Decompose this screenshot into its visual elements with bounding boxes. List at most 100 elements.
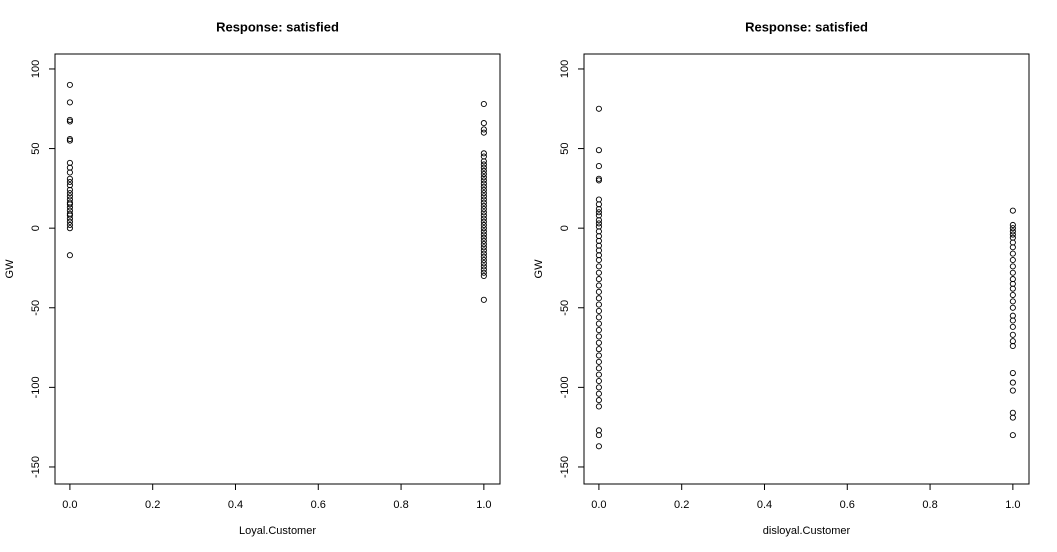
- point: [595, 206, 602, 213]
- point: [595, 307, 602, 314]
- point: [480, 231, 487, 238]
- point: [1009, 225, 1016, 232]
- point: [595, 403, 602, 410]
- point: [1009, 250, 1016, 257]
- point: [480, 209, 487, 216]
- point: [480, 253, 487, 260]
- chart-title: Response: satisfied: [216, 19, 339, 34]
- y-axis-label: GW: [533, 259, 545, 279]
- point: [480, 150, 487, 157]
- point: [480, 234, 487, 241]
- point: [480, 199, 487, 206]
- point: [595, 177, 602, 184]
- point: [1009, 387, 1016, 394]
- point: [480, 228, 487, 235]
- point: [66, 204, 73, 211]
- point: [66, 186, 73, 194]
- point: [595, 432, 602, 439]
- point: [1009, 263, 1016, 270]
- point: [595, 256, 602, 264]
- x-tick-label: 0.6: [840, 499, 855, 511]
- y-tick-label: -150: [30, 456, 42, 478]
- point: [1009, 285, 1016, 292]
- point: [480, 100, 487, 108]
- point: [1009, 379, 1016, 386]
- point: [595, 443, 602, 450]
- point: [480, 161, 487, 168]
- point: [595, 282, 602, 289]
- point: [595, 314, 602, 321]
- point: [595, 320, 602, 327]
- x-tick-label: 1.0: [476, 499, 491, 511]
- x-axis-label: Loyal.Customer: [239, 525, 316, 537]
- point: [66, 215, 73, 222]
- point: [1009, 298, 1016, 305]
- point: [66, 212, 73, 219]
- point: [66, 118, 73, 125]
- point: [66, 218, 73, 225]
- point: [480, 218, 487, 225]
- point: [480, 193, 487, 200]
- point: [480, 196, 487, 203]
- x-tick-label: 0.6: [311, 499, 326, 511]
- point: [66, 190, 73, 197]
- point: [480, 202, 487, 209]
- point: [595, 397, 602, 404]
- x-tick-label: 0.2: [674, 499, 689, 511]
- point: [480, 247, 487, 254]
- point: [595, 217, 602, 224]
- point: [1009, 221, 1016, 229]
- point: [595, 377, 602, 385]
- point: [480, 260, 487, 267]
- point: [480, 250, 487, 257]
- point: [595, 333, 602, 340]
- point: [595, 371, 602, 378]
- x-tick-label: 1.0: [1005, 499, 1020, 511]
- point: [480, 180, 487, 187]
- point: [595, 269, 602, 276]
- y-tick-label: -150: [559, 456, 571, 478]
- point: [595, 105, 602, 112]
- point: [595, 163, 602, 170]
- point: [1009, 323, 1016, 330]
- point: [480, 177, 487, 184]
- point: [1009, 414, 1016, 421]
- point: [480, 244, 487, 251]
- point: [1009, 304, 1016, 311]
- point: [1009, 256, 1016, 264]
- point: [1009, 244, 1016, 251]
- point: [595, 263, 602, 270]
- point: [595, 390, 602, 397]
- point: [480, 158, 487, 165]
- point: [1009, 432, 1016, 439]
- point: [480, 212, 487, 219]
- point: [480, 174, 487, 181]
- point: [480, 206, 487, 213]
- x-tick-label: 0.8: [922, 499, 937, 511]
- y-tick-label: 100: [559, 60, 571, 78]
- point: [595, 352, 602, 359]
- x-tick-label: 0.4: [757, 499, 772, 511]
- point: [595, 295, 602, 302]
- y-axis-label: GW: [4, 259, 16, 279]
- point: [480, 237, 487, 244]
- point: [66, 81, 73, 88]
- point: [595, 358, 602, 365]
- point: [1009, 231, 1016, 238]
- y-tick-label: 100: [30, 60, 42, 78]
- point: [480, 170, 487, 178]
- point: [66, 137, 73, 144]
- point: [1009, 291, 1016, 299]
- x-tick-label: 0.2: [145, 499, 160, 511]
- point: [480, 263, 487, 270]
- y-tick-label: 50: [30, 142, 42, 154]
- point: [66, 252, 73, 259]
- y-tick-label: 0: [559, 225, 571, 231]
- point: [1009, 207, 1016, 214]
- point: [1009, 228, 1016, 235]
- x-tick-label: 0.0: [591, 499, 606, 511]
- point: [66, 169, 73, 176]
- point: [1009, 369, 1016, 377]
- point: [480, 167, 487, 174]
- y-tick-label: 50: [559, 142, 571, 154]
